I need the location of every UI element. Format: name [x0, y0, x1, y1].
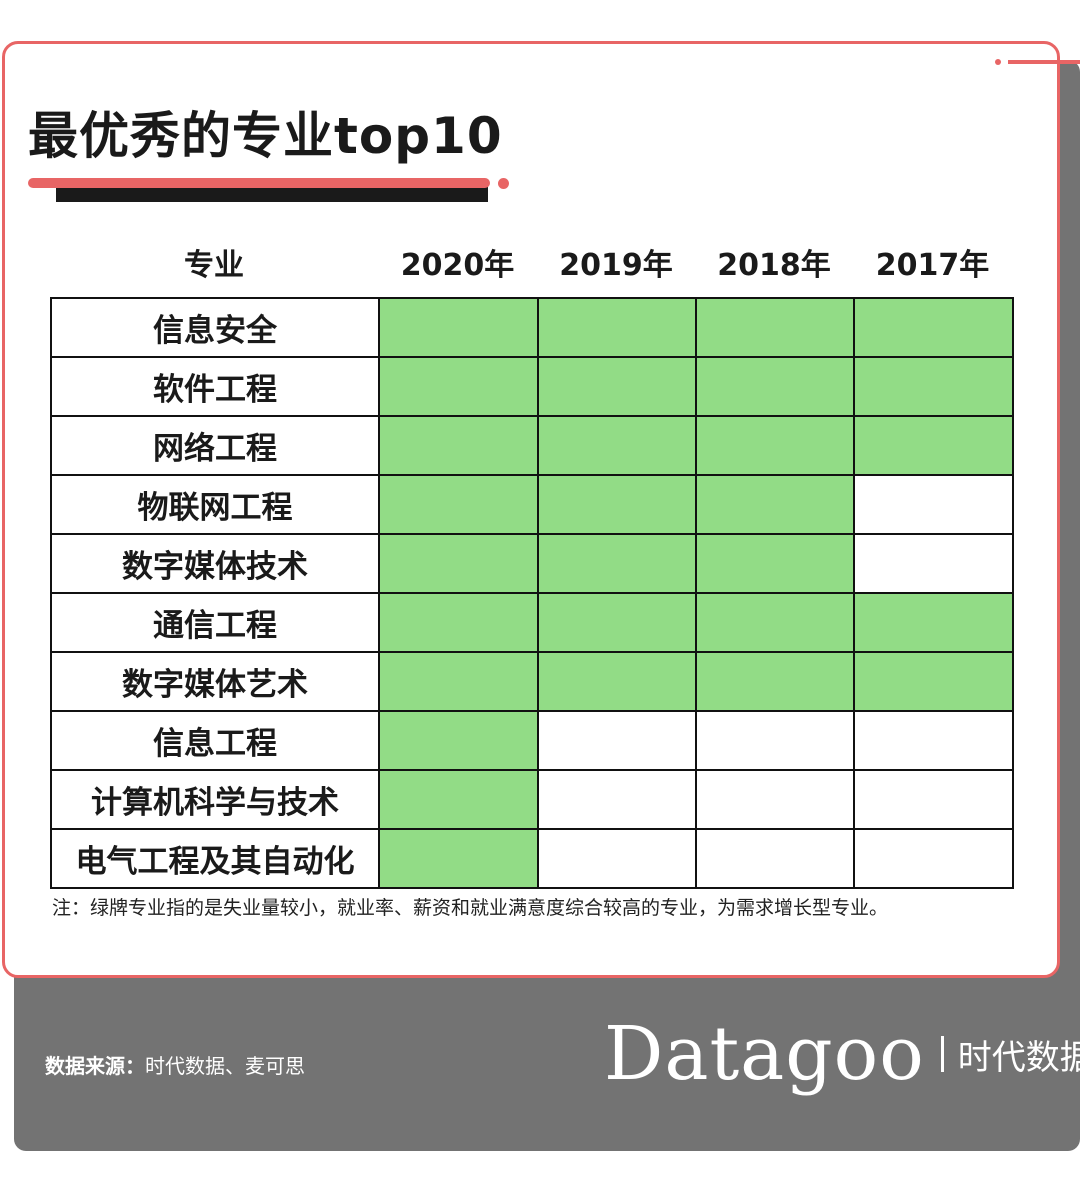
major-name-cell: 数字媒体艺术	[50, 651, 380, 712]
page-title: 最优秀的专业top10	[28, 107, 503, 165]
status-cell-2020-green	[378, 710, 539, 771]
status-cell-2020-green	[378, 474, 539, 535]
data-source-label: 数据来源：	[45, 1054, 145, 1078]
table-row: 物联网工程	[50, 474, 1014, 535]
status-cell-2017-empty	[853, 828, 1014, 889]
majors-table: 信息安全 软件工程 网络工程 物联网工程 数字媒体技术 通信工程 数字媒体艺术 信息工程 计算机…	[50, 297, 1014, 889]
status-cell-2018-empty	[695, 828, 855, 889]
status-cell-2020-green	[378, 415, 539, 476]
major-name-cell: 软件工程	[50, 356, 380, 417]
column-header-2017: 2017年	[875, 248, 990, 283]
status-cell-2020-green	[378, 297, 539, 358]
major-name-cell: 信息安全	[50, 297, 380, 358]
major-name-cell: 计算机科学与技术	[50, 769, 380, 830]
status-cell-2017-empty	[853, 533, 1014, 594]
status-cell-2017-green	[853, 651, 1014, 712]
status-cell-2017-empty	[853, 710, 1014, 771]
status-cell-2020-green	[378, 769, 539, 830]
major-name-cell: 数字媒体技术	[50, 533, 380, 594]
status-cell-2017-green	[853, 415, 1014, 476]
status-cell-2019-green	[537, 356, 697, 417]
status-cell-2018-green	[695, 356, 855, 417]
status-cell-2018-green	[695, 474, 855, 535]
footnote: 注：绿牌专业指的是失业量较小，就业率、薪资和就业满意度综合较高的专业，为需求增长…	[52, 897, 889, 919]
corner-accent-dot	[995, 59, 1001, 65]
status-cell-2018-green	[695, 592, 855, 653]
status-cell-2017-green	[853, 297, 1014, 358]
table-row: 软件工程	[50, 356, 1014, 417]
title-underline-red	[28, 178, 490, 188]
status-cell-2019-green	[537, 651, 697, 712]
status-cell-2019-empty	[537, 769, 697, 830]
title-underline-black	[56, 184, 488, 202]
major-name-cell: 网络工程	[50, 415, 380, 476]
status-cell-2018-green	[695, 415, 855, 476]
brand-logo: Datagoo 时代数据	[604, 1011, 1080, 1097]
status-cell-2020-green	[378, 651, 539, 712]
table-row: 数字媒体艺术	[50, 651, 1014, 712]
corner-accent-line	[1008, 60, 1080, 64]
table-row: 电气工程及其自动化	[50, 828, 1014, 889]
status-cell-2019-green	[537, 533, 697, 594]
column-header-2018: 2018年	[717, 248, 831, 283]
column-header-2019: 2019年	[559, 248, 673, 283]
status-cell-2019-green	[537, 297, 697, 358]
status-cell-2020-green	[378, 592, 539, 653]
column-header-2020: 2020年	[400, 248, 515, 283]
status-cell-2017-green	[853, 356, 1014, 417]
major-name-cell: 通信工程	[50, 592, 380, 653]
status-cell-2017-green	[853, 592, 1014, 653]
table-row: 信息工程	[50, 710, 1014, 771]
status-cell-2017-empty	[853, 769, 1014, 830]
status-cell-2019-green	[537, 474, 697, 535]
table-row: 通信工程	[50, 592, 1014, 653]
status-cell-2020-green	[378, 356, 539, 417]
major-name-cell: 物联网工程	[50, 474, 380, 535]
major-name-cell: 电气工程及其自动化	[50, 828, 380, 889]
status-cell-2018-green	[695, 297, 855, 358]
status-cell-2020-green	[378, 828, 539, 889]
status-cell-2018-green	[695, 651, 855, 712]
data-source: 数据来源：时代数据、麦可思	[45, 1050, 305, 1079]
status-cell-2019-green	[537, 415, 697, 476]
table-row: 信息安全	[50, 297, 1014, 358]
table-row: 计算机科学与技术	[50, 769, 1014, 830]
column-header-major: 专业	[184, 248, 244, 283]
table-row: 数字媒体技术	[50, 533, 1014, 594]
status-cell-2019-empty	[537, 710, 697, 771]
title-underline-dot	[498, 178, 509, 189]
status-cell-2020-green	[378, 533, 539, 594]
brand-separator	[940, 1036, 944, 1072]
status-cell-2017-empty	[853, 474, 1014, 535]
status-cell-2019-green	[537, 592, 697, 653]
status-cell-2018-empty	[695, 710, 855, 771]
major-name-cell: 信息工程	[50, 710, 380, 771]
status-cell-2019-empty	[537, 828, 697, 889]
brand-chinese-name: 时代数据	[957, 1037, 1080, 1078]
table-row: 网络工程	[50, 415, 1014, 476]
status-cell-2018-empty	[695, 769, 855, 830]
status-cell-2018-green	[695, 533, 855, 594]
brand-wordmark: Datagoo	[604, 1011, 925, 1097]
data-source-text: 时代数据、麦可思	[145, 1054, 305, 1078]
